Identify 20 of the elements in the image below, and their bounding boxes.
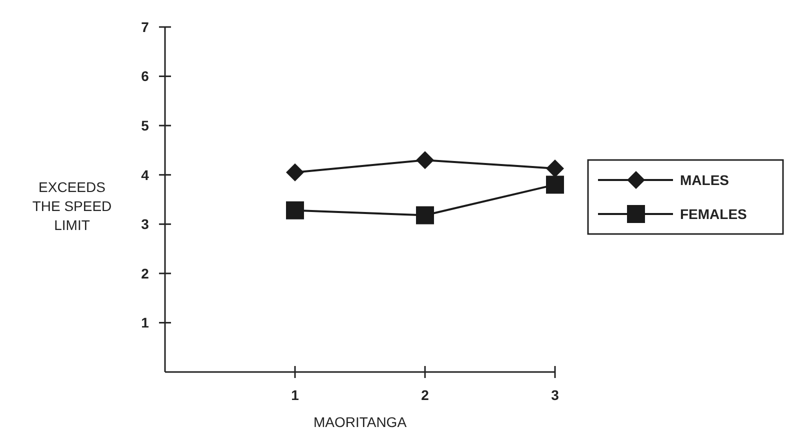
x-axis-title: MAORITANGA xyxy=(313,414,408,430)
point xyxy=(546,159,564,178)
y-tick-label: 1 xyxy=(141,314,150,331)
text: MALES xyxy=(680,172,729,188)
x-tick-label: 1 xyxy=(291,387,300,403)
point xyxy=(286,163,304,182)
x-tick-label: 2 xyxy=(421,387,430,403)
point xyxy=(416,206,434,224)
y-axis-title: EXCEEDS THE SPEED LIMIT xyxy=(32,178,112,233)
y-tick-label: 7 xyxy=(141,18,150,35)
y-tick-label: 6 xyxy=(141,68,150,84)
text: FEMALES xyxy=(680,206,747,222)
y-tick-label: 4 xyxy=(141,166,150,183)
y-tick-label: 2 xyxy=(141,265,150,282)
point xyxy=(286,201,304,220)
x-tick-label: 3 xyxy=(551,387,560,403)
y-tick-label: 3 xyxy=(141,216,150,232)
point xyxy=(546,176,564,194)
point xyxy=(416,151,434,170)
y-tick-label: 5 xyxy=(141,117,150,134)
